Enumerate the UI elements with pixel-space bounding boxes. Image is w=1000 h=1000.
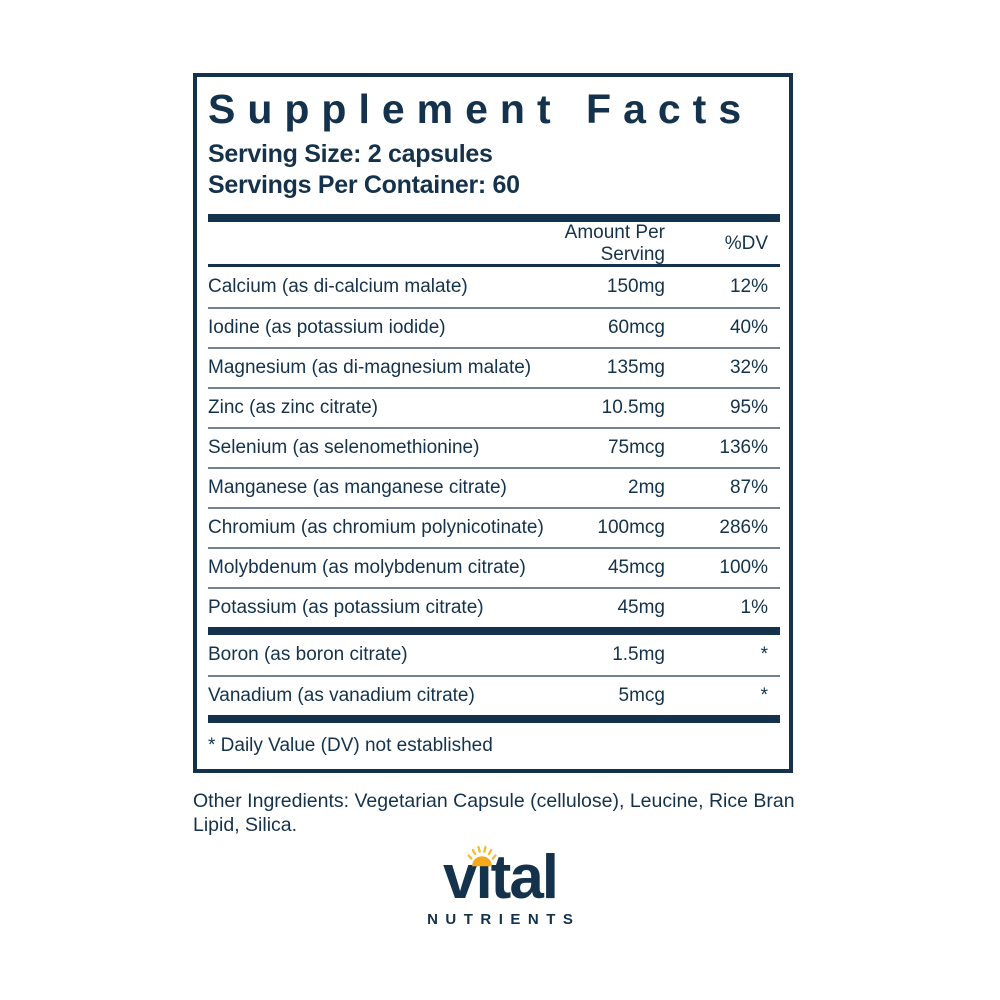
table-row: Molybdenum (as molybdenum citrate) 45mcg… — [208, 547, 780, 587]
nutrient-name: Magnesium (as di-magnesium malate) — [208, 357, 532, 378]
nutrient-name: Molybdenum (as molybdenum citrate) — [208, 557, 526, 578]
dv-footnote: * Daily Value (DV) not established — [208, 735, 493, 756]
table-row: Boron (as boron citrate) 1.5mg * — [208, 635, 780, 675]
dv-value: 136% — [719, 437, 768, 458]
amount-value: 135mg — [606, 357, 665, 378]
brand-logo: vıtal NUTRIENTS — [0, 845, 1000, 928]
table-row: Iodine (as potassium iodide) 60mcg 40% — [208, 307, 780, 347]
table-row: Chromium (as chromium polynicotinate) 10… — [208, 507, 780, 547]
nutrient-name: Zinc (as zinc citrate) — [208, 397, 378, 418]
panel-title: Supplement Facts — [208, 86, 754, 132]
table-row: Manganese (as manganese citrate) 2mg 87% — [208, 467, 780, 507]
thick-divider-middle — [208, 627, 780, 635]
nutrient-name: Selenium (as selenomethionine) — [208, 437, 480, 458]
amount-value: 10.5mg — [601, 397, 665, 418]
amount-value: 60mcg — [607, 317, 665, 338]
nutrient-name: Manganese (as manganese citrate) — [208, 477, 507, 498]
amount-value: 2mg — [628, 477, 665, 498]
brand-wordmark: vıtal — [443, 845, 559, 909]
table-row: Potassium (as potassium citrate) 45mg 1% — [208, 587, 780, 627]
table-row: Zinc (as zinc citrate) 10.5mg 95% — [208, 387, 780, 427]
amount-value: 45mcg — [607, 557, 665, 578]
dv-value: 32% — [729, 357, 768, 378]
nutrient-rows: Calcium (as di-calcium malate) 150mg 12%… — [208, 267, 780, 627]
amount-value: 45mg — [617, 597, 665, 618]
no-dv-nutrient-rows: Boron (as boron citrate) 1.5mg * Vanadiu… — [208, 635, 780, 715]
nutrient-name: Boron (as boron citrate) — [208, 644, 408, 665]
sun-icon — [467, 845, 497, 867]
header-percent-dv: %DV — [724, 233, 768, 254]
dv-value: 95% — [729, 397, 768, 418]
nutrient-name: Potassium (as potassium citrate) — [208, 597, 484, 618]
nutrient-name: Chromium (as chromium polynicotinate) — [208, 517, 544, 538]
amount-value: 5mcg — [618, 685, 665, 706]
amount-value: 75mcg — [607, 437, 665, 458]
header-underline — [208, 264, 780, 267]
nutrient-name: Vanadium (as vanadium citrate) — [208, 685, 475, 706]
dv-value: * — [760, 685, 768, 706]
header-amount-per-serving: Amount Per Serving — [564, 222, 665, 265]
dv-value: 87% — [729, 477, 768, 498]
nutrient-name: Iodine (as potassium iodide) — [208, 317, 446, 338]
servings-per-container: Servings Per Container: 60 — [208, 171, 520, 199]
dv-value: 12% — [729, 276, 768, 297]
dv-value: * — [760, 644, 768, 665]
dv-value: 1% — [740, 597, 768, 618]
table-header-row: Amount Per Serving %DV — [208, 222, 780, 265]
dv-value: 100% — [719, 557, 768, 578]
supplement-facts-panel: Supplement Facts Serving Size: 2 capsule… — [193, 73, 793, 773]
brand-subtext: NUTRIENTS — [427, 911, 581, 928]
brand-text-pre: v — [442, 843, 478, 912]
amount-value: 150mg — [606, 276, 665, 297]
table-row: Vanadium (as vanadium citrate) 5mcg * — [208, 675, 780, 715]
other-ingredients: Other Ingredients: Vegetarian Capsule (c… — [193, 790, 795, 836]
dv-value: 286% — [719, 517, 768, 538]
table-row: Magnesium (as di-magnesium malate) 135mg… — [208, 347, 780, 387]
serving-size: Serving Size: 2 capsules — [208, 140, 493, 168]
nutrient-name: Calcium (as di-calcium malate) — [208, 276, 468, 297]
thick-divider-top — [208, 214, 780, 222]
table-row: Selenium (as selenomethionine) 75mcg 136… — [208, 427, 780, 467]
table-row: Calcium (as di-calcium malate) 150mg 12% — [208, 267, 780, 307]
amount-value: 100mcg — [597, 517, 665, 538]
thick-divider-bottom — [208, 715, 780, 723]
dv-value: 40% — [729, 317, 768, 338]
brand-text-post: tal — [490, 843, 559, 912]
amount-value: 1.5mg — [612, 644, 665, 665]
